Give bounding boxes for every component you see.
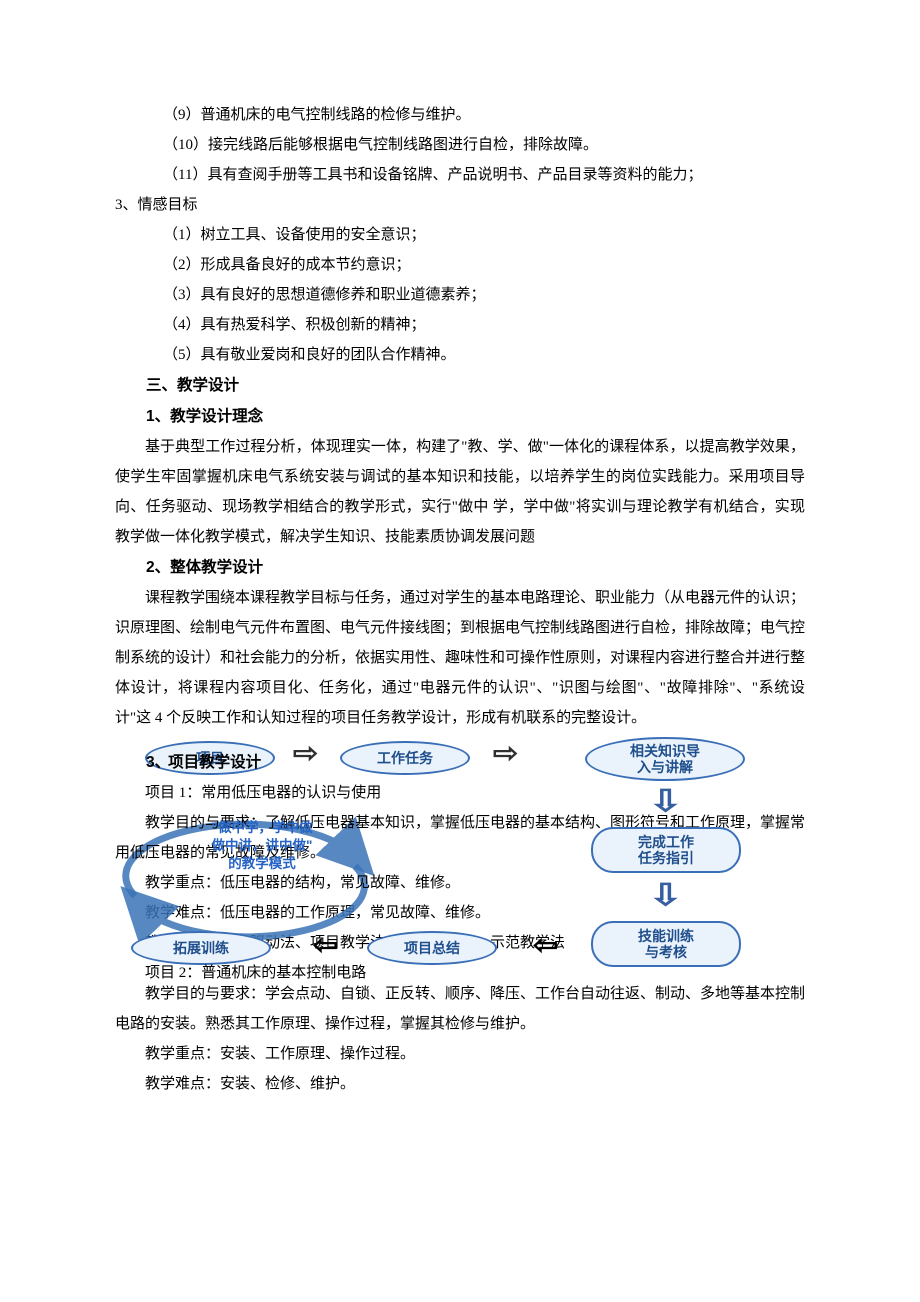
section-3-label: 3、情感目标 (115, 190, 805, 220)
flow-node-summary-label: 项目总结 (404, 940, 460, 957)
flow-node-guide: 完成工作 任务指引 (591, 827, 741, 873)
list-item-11: （11）具有查阅手册等工具书和设备铭牌、产品说明书、产品目录等资料的能力； (115, 160, 805, 190)
project-1-title: 项目 1：常用低压电器的认识与使用 (115, 778, 805, 808)
emotion-item-5: （5）具有敬业爱岗和良好的团队合作精神。 (115, 340, 805, 370)
emotion-item-2: （2）形成具备良好的成本节约意识； (115, 250, 805, 280)
emotion-item-1: （1）树立工具、设备使用的安全意识； (115, 220, 805, 250)
project-2-focus: 教学重点：安装、工作原理、操作过程。 (115, 1039, 805, 1069)
heading-3-2: 2、整体教学设计 (115, 552, 805, 583)
project-2-difficulty: 教学难点：安装、检修、维护。 (115, 1069, 805, 1099)
emotion-item-4: （4）具有热爱科学、积极创新的精神； (115, 310, 805, 340)
heading-3-3-text: 项目教学设计 (168, 754, 261, 771)
list-item-10: （10）接完线路后能够根据电气控制线路图进行自检，排除故障。 (115, 130, 805, 160)
flow-node-guide-label: 完成工作 任务指引 (638, 834, 694, 866)
project-1-focus: 教学重点：低压电器的结构，常见故障、维修。 (115, 868, 805, 898)
paragraph-design-idea: 基于典型工作过程分析，体现理实一体，构建了"教、学、做"一体化的课程体系，以提高… (115, 432, 805, 552)
flow-center-text: "做中学，学中做 做中讲，讲中做" 的教学模式 (177, 819, 347, 874)
flow-node-training-label: 技能训练 与考核 (638, 928, 694, 960)
emotion-item-3: （3）具有良好的思想道德修养和职业道德素养； (115, 280, 805, 310)
flow-node-extension-label: 拓展训练 (173, 940, 229, 957)
heading-3-3: 3、项目教学设计 (115, 747, 805, 778)
flowchart-region: 3、项目教学设计 项目 1：常用低压电器的认识与使用 教学目的与要求：了解低压电… (115, 741, 805, 1021)
heading-3: 三、教学设计 (115, 370, 805, 401)
arrow-left-1: ⇦ (533, 933, 558, 960)
heading-3-1: 1、教学设计理念 (115, 401, 805, 432)
heading-3-3-num: 3 (146, 754, 155, 771)
paragraph-overall-design: 课程教学围绕本课程教学目标与任务，通过对学生的基本电路理论、职业能力（从电器元件… (115, 583, 805, 733)
project-2-title: 项目 2：普通机床的基本控制电路 (115, 958, 805, 988)
list-item-9: （9）普通机床的电气控制线路的检修与维护。 (115, 100, 805, 130)
arrow-left-2: ⇦ (313, 933, 338, 960)
